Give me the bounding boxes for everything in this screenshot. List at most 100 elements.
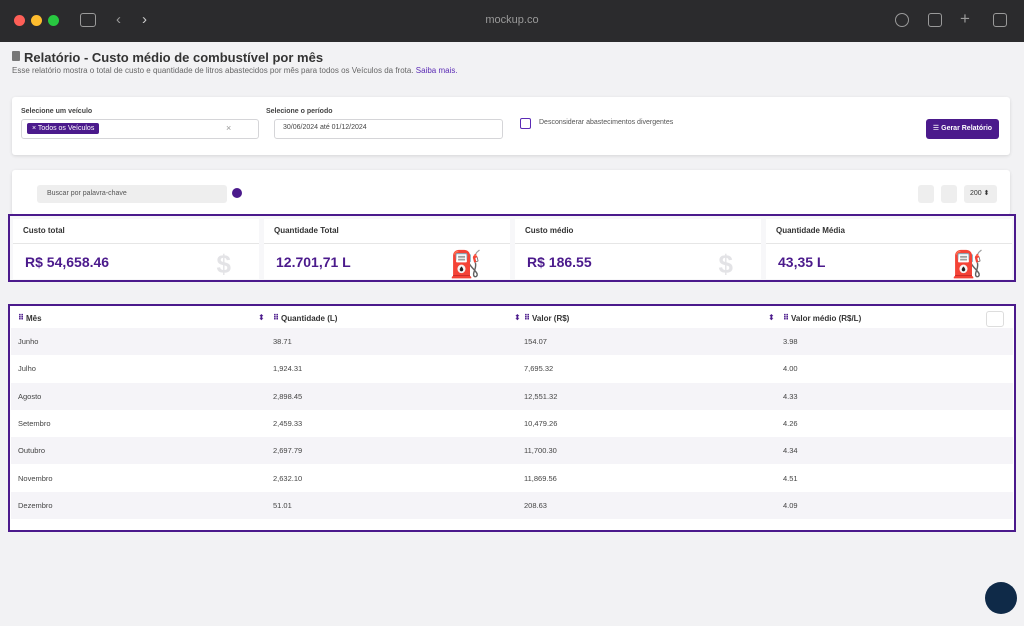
table-cell: Setembro <box>18 418 51 428</box>
table-cell: 4.51 <box>783 473 798 483</box>
search-placeholder: Buscar por palavra-chave <box>47 190 127 197</box>
table-cell: 154.07 <box>524 337 547 346</box>
kpi-label: Custo médio <box>515 219 761 244</box>
table-cell: Dezembro <box>18 500 53 510</box>
table-row <box>11 409 1013 437</box>
sort-icon[interactable]: ⬍ <box>514 313 521 322</box>
period-label: Selecione o período <box>266 108 333 115</box>
back-button[interactable]: ‹ <box>116 11 121 28</box>
table-header <box>11 308 1013 329</box>
table-cell: 4.26 <box>783 418 798 428</box>
table-row <box>11 464 1013 492</box>
kpi-card: Quantidade Média 43,35 L ⛽ <box>766 219 1012 279</box>
download-icon[interactable] <box>895 13 909 27</box>
table-cell: 208.63 <box>524 500 547 510</box>
table-cell: 2,459.33 <box>273 418 303 428</box>
maximize-button[interactable] <box>48 15 59 26</box>
minimize-button[interactable] <box>31 15 42 26</box>
table-row <box>11 328 1013 355</box>
kpi-icon: $ <box>216 249 231 279</box>
column-header[interactable]: Valor médio (R$/L) <box>791 314 862 323</box>
drag-handle: ⠿ <box>524 313 531 322</box>
table-cell: 7,695.32 <box>524 364 554 374</box>
period-value: 30/06/2024 até 01/12/2024 <box>283 124 367 131</box>
drag-handle: ⠿ <box>18 313 25 322</box>
table-cell: 12,551.32 <box>524 391 558 401</box>
column-header[interactable]: Mês <box>26 314 42 323</box>
tabs-icon[interactable] <box>993 13 1007 27</box>
kpi-value: R$ 186.55 <box>527 254 592 270</box>
table-cell: 3.98 <box>783 337 798 346</box>
chat-button[interactable] <box>985 582 1017 614</box>
table-cell: Novembro <box>18 473 53 483</box>
checkbox-label: Desconsiderar abastecimentos divergentes <box>539 119 674 126</box>
table-cell: 1,924.31 <box>273 364 303 374</box>
kpi-label: Custo total <box>13 219 259 244</box>
table-cell: 4.34 <box>783 446 798 456</box>
browser-bar <box>0 0 1024 42</box>
kpi-value: 43,35 L <box>778 254 826 270</box>
page-title: Relatório - Custo médio de combustível p… <box>24 50 324 65</box>
sidebar-icon[interactable] <box>80 13 96 27</box>
kpi-card: Quantidade Total 12.701,71 L ⛽ <box>264 219 510 279</box>
checkbox[interactable] <box>520 118 531 129</box>
chip-text: Todos os Veículos <box>37 125 95 132</box>
column-header[interactable]: Valor (R$) <box>532 314 570 323</box>
table-cell: 38.71 <box>273 337 292 346</box>
help-icon[interactable] <box>232 188 242 198</box>
kpi-card: Custo total R$ 54,658.46 $ <box>13 219 259 279</box>
report-icon <box>12 51 20 61</box>
table-cell: 51.01 <box>273 500 292 510</box>
table-cell: 4.00 <box>783 364 798 374</box>
forward-button[interactable]: › <box>142 11 147 28</box>
table-cell: Junho <box>18 337 39 346</box>
table-cell: 2,697.79 <box>273 446 303 456</box>
close-button[interactable] <box>14 15 25 26</box>
table-cell: 11,869.56 <box>524 473 557 483</box>
kpi-icon: $ <box>718 249 733 279</box>
table-row <box>11 355 1013 383</box>
kpi-icon: ⛽ <box>449 249 482 279</box>
new-tab-icon[interactable]: + <box>960 9 970 28</box>
table-cell: 4.33 <box>783 391 798 401</box>
period-input[interactable] <box>274 119 503 139</box>
table-row <box>11 491 1013 519</box>
table-cell: Agosto <box>18 391 42 401</box>
drag-handle: ⠿ <box>273 313 280 322</box>
export-pdf[interactable] <box>918 185 934 203</box>
clear-select[interactable]: × <box>226 123 232 133</box>
vehicle-label: Selecione um veículo <box>21 108 93 115</box>
table-cell: 10,479.26 <box>524 418 558 428</box>
table-cell: Julho <box>18 364 36 374</box>
vehicle-chip[interactable]: × Todos os Veículos <box>27 123 100 134</box>
export-excel[interactable] <box>941 185 957 203</box>
url[interactable]: mockup.co <box>485 14 539 26</box>
kpi-card: Custo médio R$ 186.55 $ <box>515 219 761 279</box>
learn-more-link[interactable]: Saiba mais. <box>415 66 458 75</box>
page-size-value: 200 <box>970 190 982 197</box>
column-header[interactable]: Quantidade (L) <box>281 314 338 323</box>
table-cell: 2,898.45 <box>273 391 303 401</box>
share-icon[interactable] <box>928 13 942 27</box>
kpi-label: Quantidade Total <box>264 219 510 244</box>
table-cell: 11,700.30 <box>524 446 557 456</box>
kpi-value: 12.701,71 L <box>276 254 351 270</box>
drag-handle: ⠿ <box>783 313 790 322</box>
page-size[interactable]: 200 ⬍ <box>964 185 997 203</box>
generate-button[interactable]: ☰ Gerar Relatório <box>926 119 999 139</box>
sort-icon[interactable]: ⬍ <box>258 313 265 322</box>
sort-icon[interactable]: ⬍ <box>768 313 775 322</box>
button-text: Gerar Relatório <box>941 125 993 132</box>
columns-button[interactable] <box>986 311 1004 327</box>
kpi-value: R$ 54,658.46 <box>25 254 110 270</box>
description-text: Esse relatório mostra o total de custo e… <box>12 66 414 75</box>
kpi-label: Quantidade Média <box>766 219 1012 244</box>
search-input[interactable] <box>37 185 227 203</box>
page-description: Esse relatório mostra o total de custo e… <box>12 66 458 75</box>
table-row <box>11 382 1013 410</box>
table-row <box>11 437 1013 465</box>
table-cell: 4.09 <box>783 500 798 510</box>
table-cell: 2,632.10 <box>273 473 303 483</box>
table-cell: Outubro <box>18 446 46 456</box>
